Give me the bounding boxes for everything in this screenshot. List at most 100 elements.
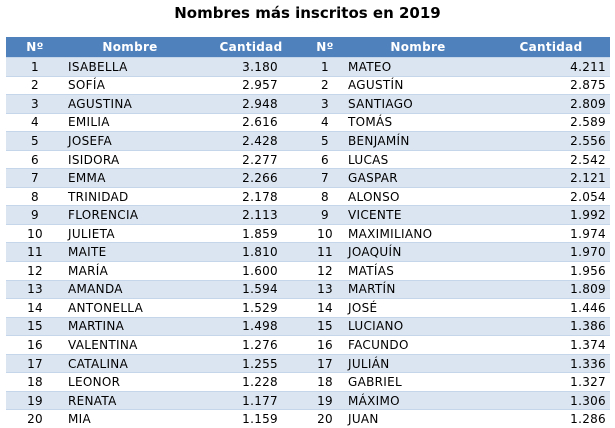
name-cell: GABRIEL <box>344 372 492 392</box>
name-cell: MARÍA <box>64 261 196 281</box>
name-cell: LUCIANO <box>344 316 492 336</box>
table-row: 5 JOSEFA 2.428 5 BENJAMÍN 2.556 <box>6 131 610 151</box>
number-cell: 10 <box>306 223 344 243</box>
number-cell: 18 <box>306 372 344 392</box>
table-row: 16 VALENTINA 1.276 16 FACUNDO 1.374 <box>6 335 610 355</box>
count-cell: 1.859 <box>196 223 306 243</box>
number-cell: 12 <box>306 261 344 281</box>
name-cell: ISIDORA <box>64 149 196 169</box>
name-cell: VICENTE <box>344 205 492 225</box>
name-cell: VALENTINA <box>64 335 196 355</box>
count-cell: 1.594 <box>196 279 306 299</box>
name-cell: EMMA <box>64 168 196 188</box>
table-row: 14 ANTONELLA 1.529 14 JOSÉ 1.446 <box>6 298 610 318</box>
table-row: 9 FLORENCIA 2.113 9 VICENTE 1.992 <box>6 205 610 225</box>
header-cell: Nº <box>306 37 344 58</box>
name-cell: AGUSTÍN <box>344 75 492 95</box>
number-cell: 11 <box>6 242 64 262</box>
number-cell: 4 <box>6 112 64 132</box>
count-cell: 2.428 <box>196 131 306 151</box>
name-cell: MARTÍN <box>344 279 492 299</box>
name-cell: JOAQUÍN <box>344 242 492 262</box>
count-cell: 1.446 <box>492 298 610 318</box>
count-cell: 4.211 <box>492 57 610 77</box>
name-cell: TOMÁS <box>344 112 492 132</box>
number-cell: 2 <box>6 75 64 95</box>
number-cell: 18 <box>6 372 64 392</box>
number-cell: 1 <box>6 57 64 77</box>
header-cell: Nombre <box>64 37 196 58</box>
number-cell: 10 <box>6 223 64 243</box>
number-cell: 16 <box>306 335 344 355</box>
name-cell: BENJAMÍN <box>344 131 492 151</box>
number-cell: 6 <box>6 149 64 169</box>
count-cell: 1.810 <box>196 242 306 262</box>
table-row: 3 AGUSTINA 2.948 3 SANTIAGO 2.809 <box>6 94 610 114</box>
name-cell: FLORENCIA <box>64 205 196 225</box>
number-cell: 8 <box>6 186 64 206</box>
count-cell: 2.875 <box>492 75 610 95</box>
count-cell: 2.556 <box>492 131 610 151</box>
number-cell: 17 <box>6 353 64 373</box>
number-cell: 12 <box>6 261 64 281</box>
name-cell: SOFÍA <box>64 75 196 95</box>
count-cell: 2.809 <box>492 94 610 114</box>
table-row: 2 SOFÍA 2.957 2 AGUSTÍN 2.875 <box>6 75 610 95</box>
names-table: Nº Nombre Cantidad Nº Nombre Cantidad 1 ISABEL… <box>6 37 610 428</box>
number-cell: 13 <box>306 279 344 299</box>
header-cell: Nombre <box>344 37 492 58</box>
table-row: 7 EMMA 2.266 7 GASPAR 2.121 <box>6 168 610 188</box>
number-cell: 15 <box>6 316 64 336</box>
number-cell: 19 <box>6 390 64 410</box>
name-cell: AMANDA <box>64 279 196 299</box>
count-cell: 1.228 <box>196 372 306 392</box>
count-cell: 1.306 <box>492 390 610 410</box>
count-cell: 1.336 <box>492 353 610 373</box>
name-cell: MAXIMILIANO <box>344 223 492 243</box>
count-cell: 1.327 <box>492 372 610 392</box>
number-cell: 13 <box>6 279 64 299</box>
table-row: 11 MAITE 1.810 11 JOAQUÍN 1.970 <box>6 242 610 262</box>
number-cell: 6 <box>306 149 344 169</box>
table-row: 10 JULIETA 1.859 10 MAXIMILIANO 1.974 <box>6 223 610 243</box>
name-cell: LUCAS <box>344 149 492 169</box>
name-cell: JULIÁN <box>344 353 492 373</box>
name-cell: RENATA <box>64 390 196 410</box>
number-cell: 19 <box>306 390 344 410</box>
table-row: 17 CATALINA 1.255 17 JULIÁN 1.336 <box>6 353 610 373</box>
number-cell: 17 <box>306 353 344 373</box>
count-cell: 2.113 <box>196 205 306 225</box>
number-cell: 7 <box>306 168 344 188</box>
number-cell: 3 <box>306 94 344 114</box>
count-cell: 1.992 <box>492 205 610 225</box>
count-cell: 1.809 <box>492 279 610 299</box>
number-cell: 7 <box>6 168 64 188</box>
name-cell: ISABELLA <box>64 57 196 77</box>
number-cell: 1 <box>306 57 344 77</box>
name-cell: SANTIAGO <box>344 94 492 114</box>
name-cell: GASPAR <box>344 168 492 188</box>
count-cell: 1.529 <box>196 298 306 318</box>
count-cell: 2.054 <box>492 186 610 206</box>
name-cell: ANTONELLA <box>64 298 196 318</box>
count-cell: 1.177 <box>196 390 306 410</box>
table-row: 18 LEONOR 1.228 18 GABRIEL 1.327 <box>6 372 610 392</box>
number-cell: 14 <box>306 298 344 318</box>
count-cell: 2.948 <box>196 94 306 114</box>
count-cell: 2.616 <box>196 112 306 132</box>
count-cell: 2.957 <box>196 75 306 95</box>
number-cell: 4 <box>306 112 344 132</box>
number-cell: 11 <box>306 242 344 262</box>
page: Nombres más inscritos en 2019 Nº Nombre Ca… <box>6 4 610 428</box>
table-row: 13 AMANDA 1.594 13 MARTÍN 1.809 <box>6 279 610 299</box>
table-row: 19 RENATA 1.177 19 MÁXIMO 1.306 <box>6 390 610 410</box>
count-cell: 2.542 <box>492 149 610 169</box>
table-row: 12 MARÍA 1.600 12 MATÍAS 1.956 <box>6 261 610 281</box>
number-cell: 2 <box>306 75 344 95</box>
name-cell: ALONSO <box>344 186 492 206</box>
count-cell: 1.276 <box>196 335 306 355</box>
count-cell: 1.956 <box>492 261 610 281</box>
count-cell: 2.266 <box>196 168 306 188</box>
name-cell: MAITE <box>64 242 196 262</box>
name-cell: JOSEFA <box>64 131 196 151</box>
